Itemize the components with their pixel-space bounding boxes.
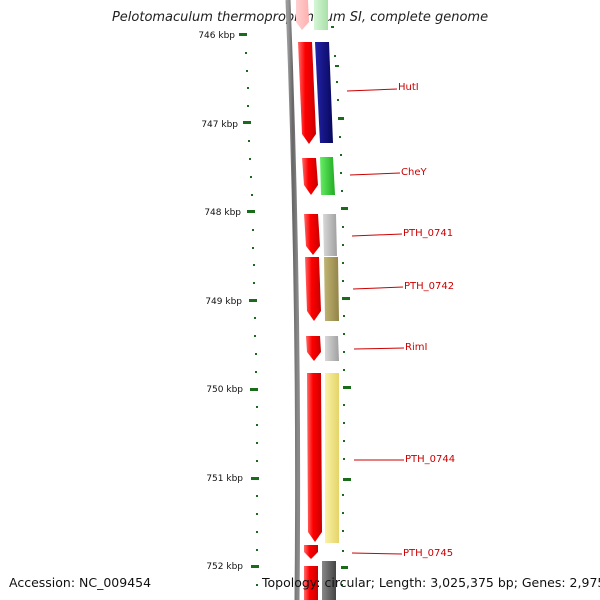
leader-line-pth0741 <box>351 233 403 237</box>
strand-segment <box>306 336 321 361</box>
strand-segment <box>304 214 320 255</box>
gene-labels: HutI CheY PTH_0741 PTH_0742 RimI PTH_074… <box>398 82 455 559</box>
outer-tick-marks <box>331 26 351 586</box>
tick-label: 748 kbp <box>204 208 241 218</box>
genome-backbone <box>285 0 301 600</box>
leader-line-pth0742 <box>352 286 404 290</box>
gene-label-pth0744: PTH_0744 <box>405 454 455 465</box>
strand-segment <box>304 545 318 559</box>
tick-label: 746 kbp <box>198 31 235 41</box>
leader-line-chey <box>349 172 401 176</box>
tick-label: 750 kbp <box>206 385 243 395</box>
gene-label-huti: HutI <box>398 82 419 93</box>
topology-text: Topology: circular; Length: 3,025,375 bp… <box>262 575 600 590</box>
leader-line-rimi <box>353 347 405 350</box>
gene-feature-pth0741 <box>323 214 337 256</box>
leader-line-pth0745 <box>351 552 403 555</box>
strand-segment <box>298 42 316 144</box>
gene-label-pth0745: PTH_0745 <box>403 548 453 559</box>
gene-label-pth0741: PTH_0741 <box>403 228 453 239</box>
gene-feature-chey <box>320 157 335 195</box>
leader-line-huti <box>346 88 398 92</box>
gene-label-rimi: RimI <box>405 342 427 353</box>
major-tick-marks <box>239 33 259 568</box>
gene-feature-pth0745 <box>322 561 336 600</box>
gene-feature-rimi <box>325 336 339 361</box>
tick-labels: 746 kbp 747 kbp 748 kbp 749 kbp 750 kbp … <box>198 31 243 572</box>
gene-track <box>314 0 339 600</box>
red-strand-track <box>296 0 322 600</box>
gene-feature-huti <box>315 42 333 143</box>
strand-segment <box>305 257 321 321</box>
strand-segment <box>307 373 322 542</box>
gene-feature-pth0744 <box>325 373 339 543</box>
strand-segment <box>296 0 309 30</box>
tick-label: 752 kbp <box>206 562 243 572</box>
tick-label: 747 kbp <box>201 120 238 130</box>
tick-label: 749 kbp <box>205 297 242 307</box>
strand-segment <box>302 158 318 195</box>
strand-segment <box>304 566 318 600</box>
tick-label: 751 kbp <box>206 474 243 484</box>
gene-label-pth0742: PTH_0742 <box>404 281 454 292</box>
minor-tick-arc <box>245 52 258 586</box>
gene-feature-upstream <box>314 0 328 30</box>
gene-leader-lines <box>346 88 405 555</box>
gene-label-chey: CheY <box>401 167 427 178</box>
accession-text: Accession: NC_009454 <box>9 575 152 590</box>
gene-feature-pth0742 <box>324 257 339 321</box>
